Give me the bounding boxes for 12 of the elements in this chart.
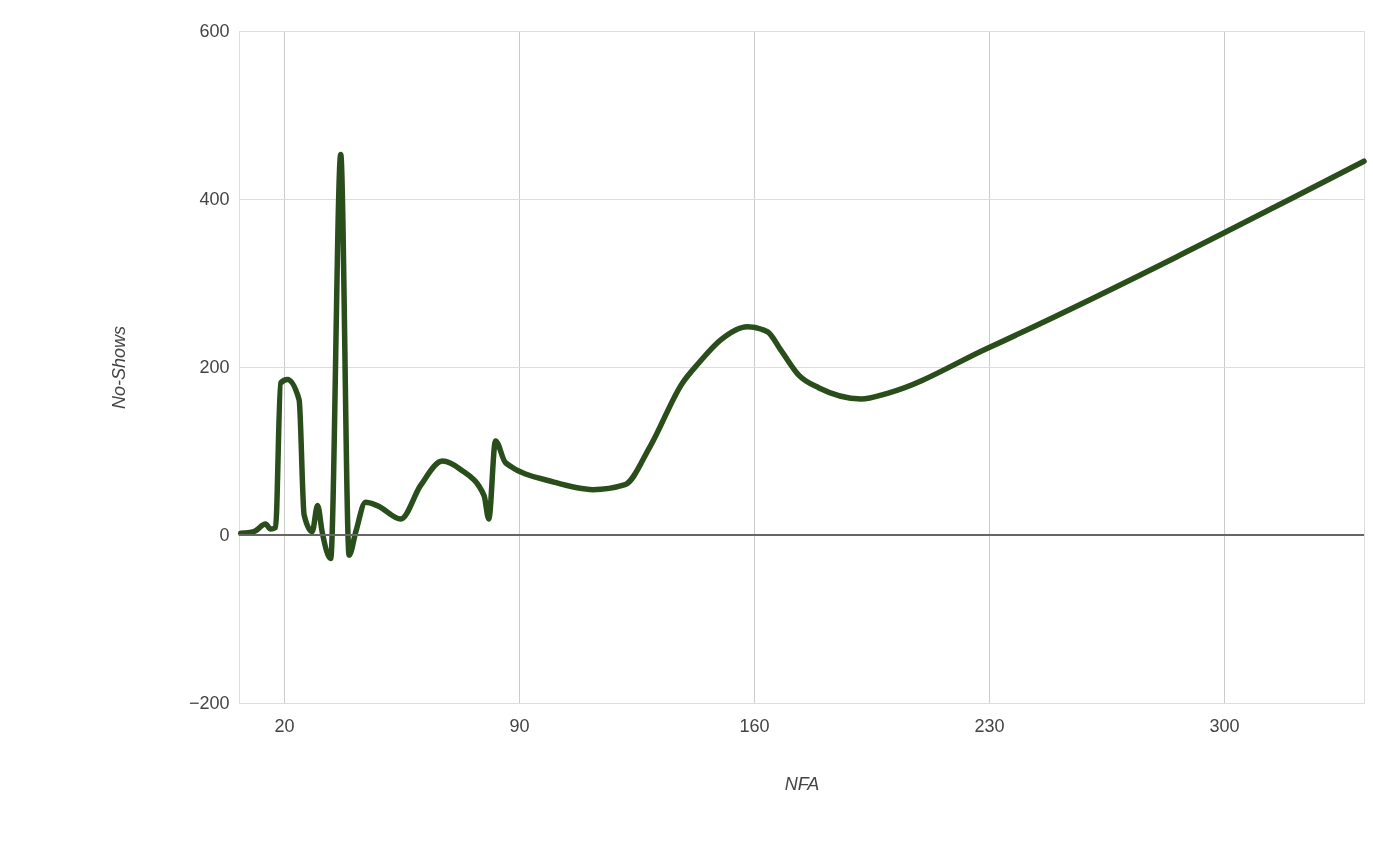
x-tick-label: 300 bbox=[1209, 715, 1240, 736]
x-tick-label: 230 bbox=[974, 715, 1005, 736]
x-tick-label: 160 bbox=[739, 715, 770, 736]
y-tick-label: 0 bbox=[219, 524, 230, 545]
y-tick-label: 600 bbox=[199, 20, 230, 41]
x-tick-label: 90 bbox=[509, 715, 530, 736]
x-axis-title: NFA bbox=[784, 773, 820, 794]
y-axis-title: No-Shows bbox=[108, 325, 129, 410]
y-tick-label: −200 bbox=[188, 692, 230, 713]
y-tick-label: 200 bbox=[199, 356, 230, 377]
y-tick-label: 400 bbox=[199, 188, 230, 209]
x-tick-label: 20 bbox=[274, 715, 295, 736]
